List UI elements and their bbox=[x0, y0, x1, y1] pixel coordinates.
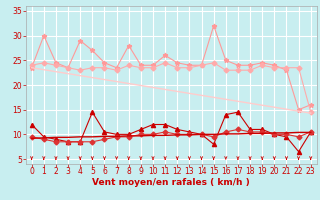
X-axis label: Vent moyen/en rafales ( km/h ): Vent moyen/en rafales ( km/h ) bbox=[92, 178, 250, 187]
